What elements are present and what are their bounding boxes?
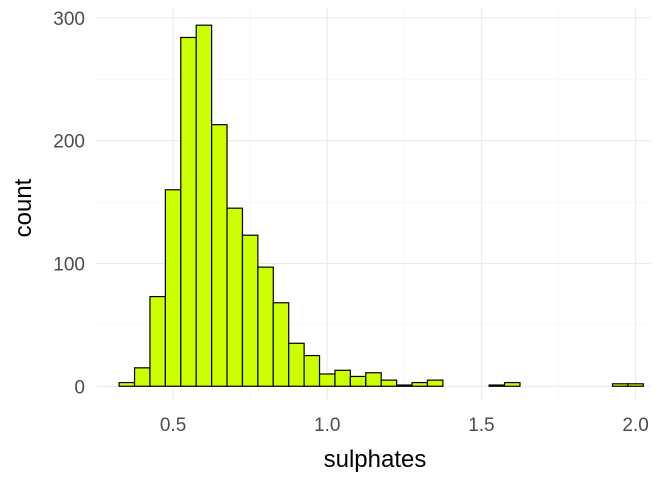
histogram-bar	[318, 373, 336, 387]
y-axis-tick-labels: 0 100 200 300	[53, 9, 85, 398]
y-tick-label: 200	[53, 132, 85, 153]
histogram-bar	[272, 302, 290, 387]
histogram-bar	[180, 36, 197, 387]
histogram-bar	[380, 379, 398, 387]
y-axis-title: count	[10, 178, 37, 237]
histogram-bar	[396, 384, 413, 387]
y-tick-label: 300	[53, 9, 85, 30]
x-tick-label: 1.0	[314, 415, 340, 436]
histogram-bar	[211, 124, 228, 387]
histogram-bar	[611, 383, 629, 387]
histogram-bar	[133, 367, 151, 387]
histogram-bar	[627, 383, 644, 387]
histogram-bar	[257, 266, 274, 387]
histogram-bar	[164, 189, 182, 387]
y-tick-label: 100	[53, 254, 85, 275]
histogram-bar	[226, 207, 244, 387]
histogram-bars	[118, 24, 644, 387]
histogram-bar	[426, 379, 444, 387]
x-axis-title: sulphates	[324, 446, 427, 473]
histogram-bar	[195, 24, 213, 387]
x-axis-tick-labels: 0.5 1.0 1.5 2.0	[160, 415, 649, 436]
histogram-bar	[334, 369, 351, 387]
histogram-bar	[365, 372, 382, 387]
x-tick-label: 0.5	[160, 415, 186, 436]
x-tick-label: 2.0	[622, 415, 648, 436]
histogram-bar	[118, 381, 136, 387]
histogram-bar	[303, 354, 321, 387]
histogram-bar	[488, 384, 506, 387]
y-tick-label: 0	[74, 377, 85, 398]
histogram-bar	[503, 381, 521, 387]
histogram-bar	[411, 381, 429, 387]
histogram-bar	[149, 296, 166, 387]
histogram-bar	[288, 342, 305, 387]
histogram-bar	[349, 375, 367, 387]
x-tick-label: 1.5	[468, 415, 494, 436]
histogram-bar	[241, 234, 259, 387]
